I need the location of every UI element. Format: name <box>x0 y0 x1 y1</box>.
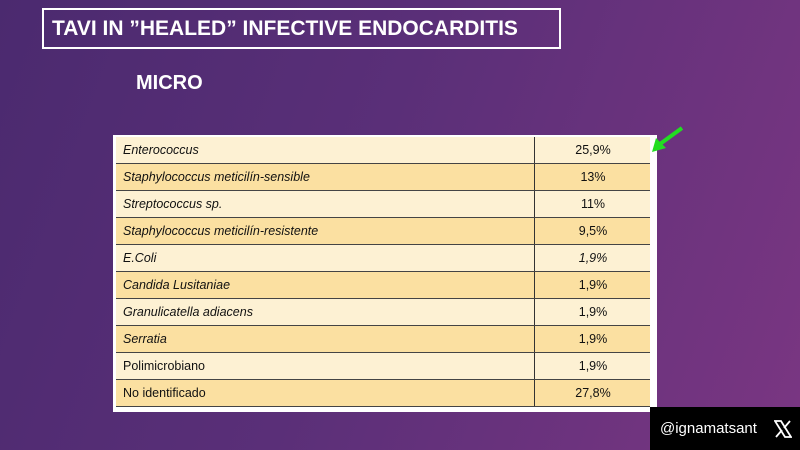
table-row: Streptococcus sp. 11% <box>116 191 650 218</box>
percentage: 1,9% <box>534 353 651 379</box>
table-row: Candida Lusitaniae 1,9% <box>116 272 650 299</box>
percentage: 9,5% <box>534 218 651 244</box>
table-row: Staphylococcus meticilín-sensible 13% <box>116 164 650 191</box>
organism: Streptococcus sp. <box>123 197 223 211</box>
table-row: E.Coli 1,9% <box>116 245 650 272</box>
percentage: 1,9% <box>534 299 651 325</box>
subtitle: MICRO <box>136 72 203 94</box>
table-row: Polimicrobiano 1,9% <box>116 353 650 380</box>
organism: Enterococcus <box>123 143 199 157</box>
percentage: 25,9% <box>534 137 651 163</box>
table-row: Serratia 1,9% <box>116 326 650 353</box>
arrow <box>652 126 684 152</box>
organism: Granulicatella adiacens <box>123 305 253 319</box>
organism: Candida Lusitaniae <box>123 278 231 292</box>
percentage: 1,9% <box>534 272 651 298</box>
organism: Staphylococcus meticilín-sensible <box>123 170 310 184</box>
x-logo <box>774 420 792 438</box>
table-row: Granulicatella adiacens 1,9% <box>116 299 650 326</box>
organism: Polimicrobiano <box>123 359 205 373</box>
organism: Serratia <box>123 332 167 346</box>
table-row: Enterococcus 25,9% <box>116 137 650 164</box>
handle: @ignamatsant <box>660 420 757 437</box>
percentage: 11% <box>534 191 651 217</box>
percentage: 1,9% <box>534 326 651 352</box>
footer: @ignamatsant <box>650 407 800 450</box>
table: Enterococcus 25,9% Staphylococcus meticilí… <box>113 135 657 412</box>
organism: Staphylococcus meticilín-resistente <box>123 224 319 238</box>
organism: No identificado <box>123 386 206 400</box>
table-row: No identificado 27,8% <box>116 380 650 407</box>
table-row: Staphylococcus meticilín-resistente 9,5% <box>116 218 650 245</box>
percentage: 27,8% <box>534 380 651 406</box>
organism: E.Coli <box>123 251 157 265</box>
percentage: 1,9% <box>534 245 651 271</box>
percentage: 13% <box>534 164 651 190</box>
slide-title: TAVI IN ”HEALED” INFECTIVE ENDOCARDITIS <box>42 8 561 49</box>
